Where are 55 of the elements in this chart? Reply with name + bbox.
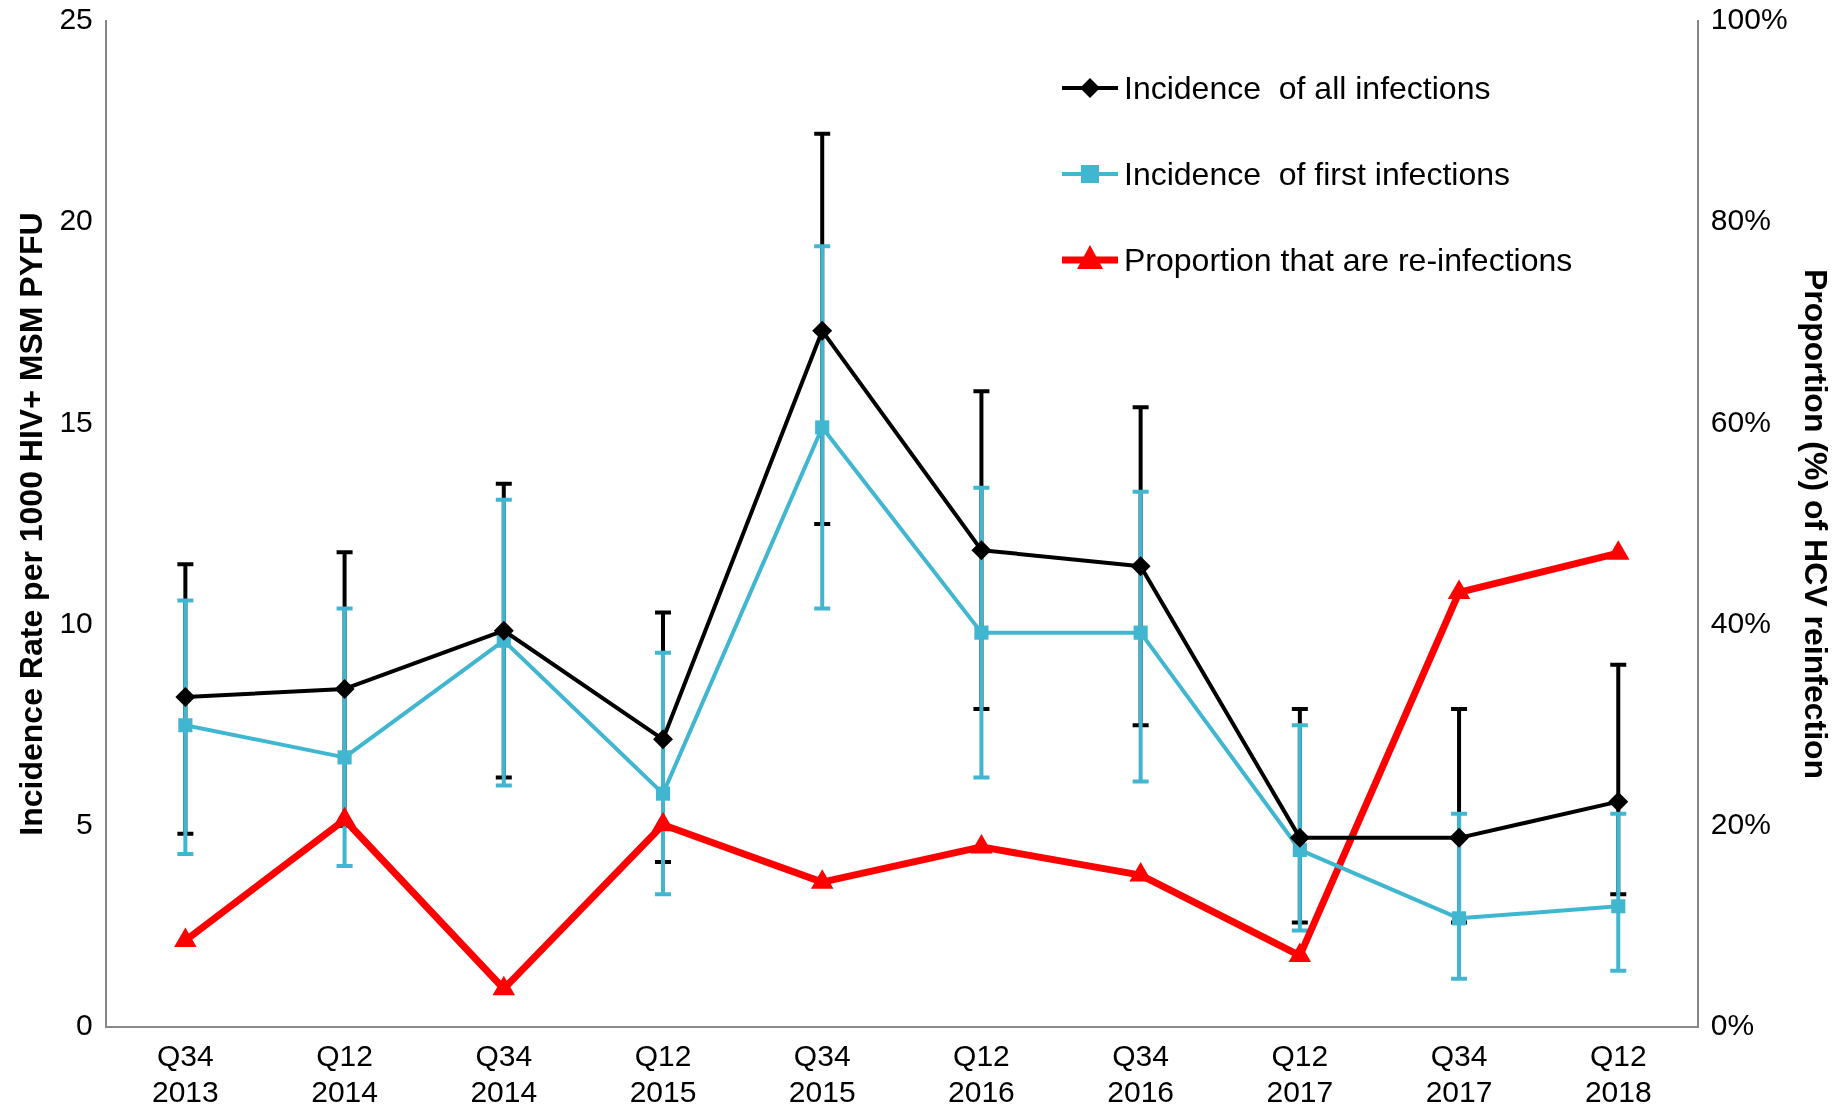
y-axis-title: Incidence Rate per 1000 HIV+ MSM PYFU: [13, 212, 50, 836]
point: [174, 927, 197, 947]
y2-axis-title: Proportion (%) of HCV reinfection: [1797, 268, 1834, 780]
y2-tick-label: 20%: [1710, 807, 1771, 841]
y-tick-label: 25: [59, 2, 93, 36]
point: [1449, 827, 1470, 848]
legend-label: Proportion that are re-infections: [1124, 241, 1573, 279]
point: [971, 540, 992, 561]
x-tick-label: Q34 2014: [470, 1039, 538, 1109]
point: [334, 678, 355, 699]
y2-tick-label: 40%: [1710, 605, 1771, 639]
point: [1130, 556, 1151, 577]
x-tick-label: Q34 2015: [788, 1039, 856, 1109]
y2-tick-label: 100%: [1710, 2, 1788, 36]
point: [810, 869, 834, 889]
point: [1451, 911, 1467, 926]
y-tick-label: 20: [59, 203, 93, 237]
x-tick-label: Q34 2013: [152, 1039, 219, 1109]
point: [1289, 827, 1310, 848]
point: [655, 786, 671, 801]
point: [1288, 942, 1312, 963]
legend-label: Incidence of first infections: [1124, 155, 1510, 193]
point: [653, 729, 674, 750]
x-tick-label: Q12 2014: [311, 1039, 378, 1109]
point: [1129, 862, 1152, 882]
y2-tick-label: 60%: [1710, 404, 1771, 438]
x-tick-label: Q34 2016: [1107, 1039, 1175, 1109]
point: [1133, 625, 1148, 640]
x-tick-label: Q12 2017: [1266, 1039, 1334, 1109]
point: [178, 718, 193, 733]
point: [333, 806, 356, 827]
point: [1611, 899, 1626, 914]
x-tick-label: Q12 2015: [629, 1039, 697, 1109]
y-tick-label: 10: [59, 605, 93, 639]
point: [1607, 540, 1630, 560]
legend-label: Incidence of all infections: [1124, 69, 1491, 107]
point: [1608, 791, 1629, 812]
y-tick-label: 15: [59, 404, 93, 438]
point: [492, 975, 516, 996]
x-tick-label: Q12 2018: [1584, 1039, 1652, 1109]
point: [651, 811, 675, 832]
point: [815, 420, 830, 435]
point: [175, 687, 196, 708]
point: [337, 750, 352, 765]
point: [1447, 579, 1471, 599]
point: [970, 833, 993, 854]
y2-tick-label: 80%: [1710, 203, 1771, 237]
x-tick-label: Q34 2017: [1425, 1039, 1493, 1109]
y-tick-label: 5: [76, 807, 93, 841]
y-tick-label: 0: [76, 1008, 93, 1042]
point: [812, 320, 833, 341]
point: [493, 620, 514, 641]
y2-tick-label: 0%: [1710, 1008, 1755, 1042]
point: [974, 625, 989, 640]
x-tick-label: Q12 2016: [948, 1039, 1015, 1109]
